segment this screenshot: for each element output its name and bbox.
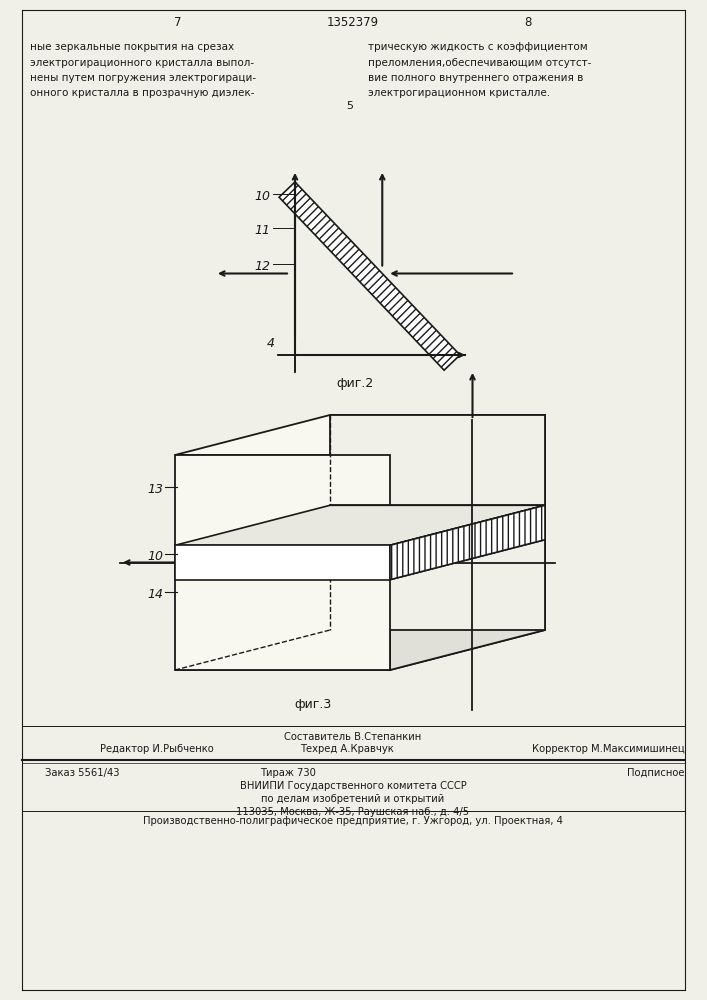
- Text: 11: 11: [254, 224, 270, 237]
- Text: 10: 10: [254, 190, 270, 203]
- Polygon shape: [279, 182, 460, 370]
- Polygon shape: [175, 630, 545, 670]
- Text: 4: 4: [267, 337, 275, 350]
- Text: фиг.2: фиг.2: [337, 377, 373, 390]
- Text: 1352379: 1352379: [327, 15, 379, 28]
- Text: ные зеркальные покрытия на срезах: ные зеркальные покрытия на срезах: [30, 42, 234, 52]
- Polygon shape: [175, 545, 390, 580]
- Text: Тираж 730: Тираж 730: [260, 768, 316, 778]
- Text: 13: 13: [147, 483, 163, 496]
- Text: ВНИИПИ Государственного комитета СССР: ВНИИПИ Государственного комитета СССР: [240, 781, 467, 791]
- Text: 12: 12: [254, 260, 270, 273]
- Text: нены путем погружения электрогираци-: нены путем погружения электрогираци-: [30, 73, 256, 83]
- Polygon shape: [175, 505, 545, 545]
- Text: Корректор М.Максимишинец: Корректор М.Максимишинец: [532, 744, 685, 754]
- Text: трическую жидкость с коэффициентом: трическую жидкость с коэффициентом: [368, 42, 588, 52]
- Text: Производственно-полиграфическое предприятие, г. Ужгород, ул. Проектная, 4: Производственно-полиграфическое предприя…: [143, 816, 563, 826]
- Text: электрогирационном кристалле.: электрогирационном кристалле.: [368, 89, 550, 99]
- Polygon shape: [330, 505, 545, 540]
- Text: Подписное: Подписное: [628, 768, 685, 778]
- Text: Техред А.Кравчук: Техред А.Кравчук: [300, 744, 394, 754]
- Text: Заказ 5561/43: Заказ 5561/43: [45, 768, 119, 778]
- Polygon shape: [330, 415, 545, 630]
- Text: Редактор И.Рыбченко: Редактор И.Рыбченко: [100, 744, 214, 754]
- Text: электрогирационного кристалла выпол-: электрогирационного кристалла выпол-: [30, 57, 254, 68]
- Text: 10: 10: [147, 550, 163, 563]
- Text: Составитель В.Степанкин: Составитель В.Степанкин: [284, 732, 421, 742]
- Text: вие полного внутреннего отражения в: вие полного внутреннего отражения в: [368, 73, 583, 83]
- Text: 14: 14: [147, 588, 163, 601]
- Text: 5: 5: [346, 101, 354, 111]
- Text: онного кристалла в прозрачную диэлек-: онного кристалла в прозрачную диэлек-: [30, 89, 255, 99]
- Text: 113035, Москва, Ж-35, Раушская наб., д. 4/5: 113035, Москва, Ж-35, Раушская наб., д. …: [236, 807, 469, 817]
- Text: 7: 7: [174, 15, 182, 28]
- Text: 8: 8: [525, 15, 532, 28]
- Polygon shape: [175, 455, 390, 670]
- Polygon shape: [390, 415, 545, 670]
- Polygon shape: [390, 505, 545, 580]
- Text: фиг.3: фиг.3: [295, 698, 332, 711]
- Text: по делам изобретений и открытий: по делам изобретений и открытий: [262, 794, 445, 804]
- Text: преломления,обеспечивающим отсутст-: преломления,обеспечивающим отсутст-: [368, 57, 591, 68]
- Polygon shape: [175, 415, 545, 455]
- Polygon shape: [390, 505, 545, 580]
